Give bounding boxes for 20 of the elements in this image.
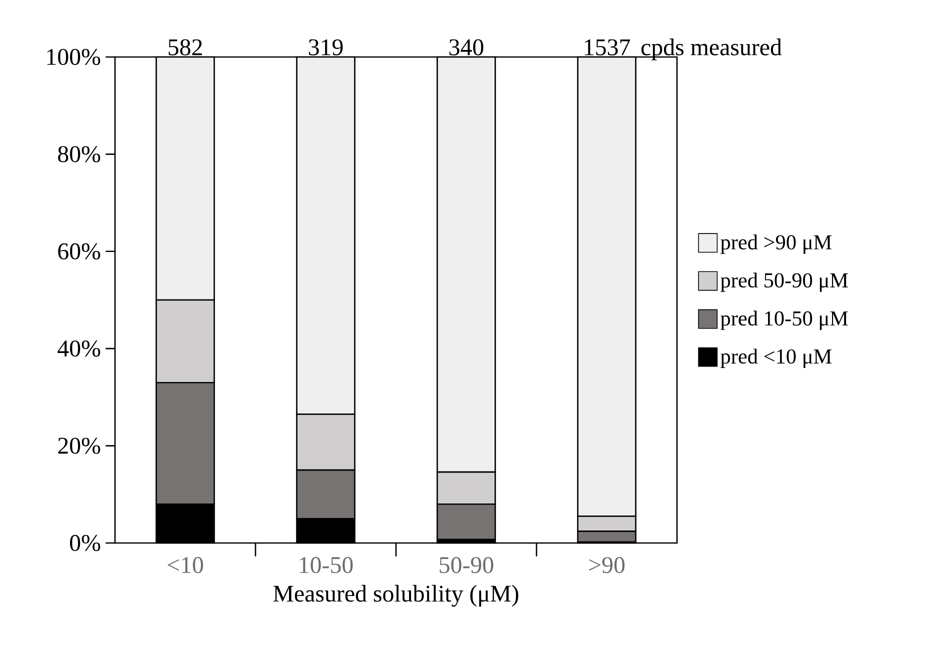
- x-axis-title: Measured solubility (μM): [273, 584, 518, 607]
- annotation: 1537: [584, 39, 630, 56]
- annotation: cpds measured: [641, 38, 782, 60]
- legend-label: pred >90 μM: [720, 234, 832, 254]
- y-tick-label: 60%: [58, 243, 100, 260]
- y-tick-label: 100%: [47, 48, 100, 66]
- y-tick-label: 40%: [58, 340, 100, 357]
- legend-label: pred 50-90 μM: [720, 272, 848, 292]
- y-tick-label: 80%: [58, 146, 100, 162]
- x-tick-label: 50-90: [440, 557, 494, 574]
- legend-label: pred 10-50 μM: [720, 310, 848, 330]
- y-tick-label: 20%: [58, 438, 100, 454]
- annotation: 319: [308, 39, 343, 56]
- y-tick-label: 0%: [70, 534, 100, 552]
- x-tick-label: 10-50: [300, 557, 353, 574]
- annotation: 340: [449, 39, 484, 56]
- x-tick-label: <10: [168, 557, 204, 574]
- legend-label: pred <10 μM: [720, 348, 832, 368]
- annotation: 582: [168, 39, 202, 56]
- x-tick-label: >90: [589, 557, 625, 574]
